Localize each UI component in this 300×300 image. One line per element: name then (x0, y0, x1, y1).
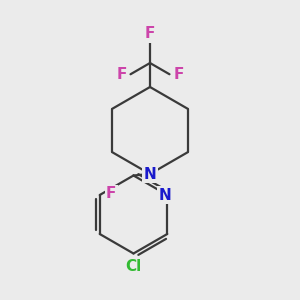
Text: F: F (106, 186, 116, 201)
Text: N: N (144, 167, 156, 182)
Text: F: F (145, 26, 155, 41)
Text: F: F (116, 67, 127, 82)
Text: Cl: Cl (125, 259, 142, 274)
Text: F: F (173, 67, 184, 82)
Text: N: N (158, 188, 171, 202)
